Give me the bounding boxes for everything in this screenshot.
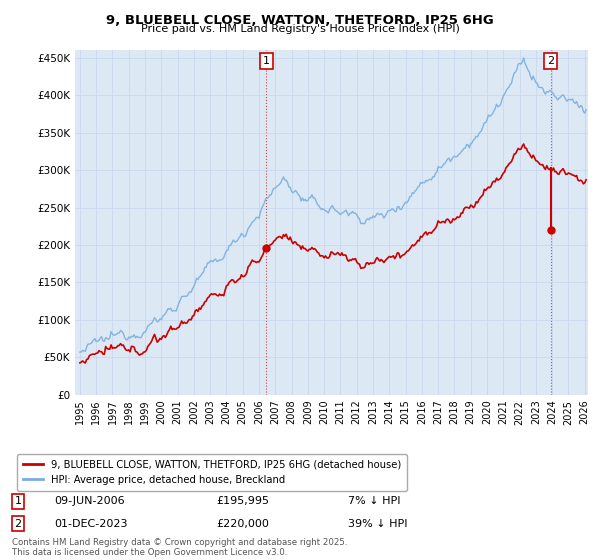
Text: 2: 2	[547, 56, 554, 66]
Text: 7% ↓ HPI: 7% ↓ HPI	[348, 496, 401, 506]
Text: Contains HM Land Registry data © Crown copyright and database right 2025.
This d: Contains HM Land Registry data © Crown c…	[12, 538, 347, 557]
Text: 2: 2	[14, 519, 22, 529]
Text: 9, BLUEBELL CLOSE, WATTON, THETFORD, IP25 6HG: 9, BLUEBELL CLOSE, WATTON, THETFORD, IP2…	[106, 14, 494, 27]
Text: 1: 1	[14, 496, 22, 506]
Legend: 9, BLUEBELL CLOSE, WATTON, THETFORD, IP25 6HG (detached house), HPI: Average pri: 9, BLUEBELL CLOSE, WATTON, THETFORD, IP2…	[17, 454, 407, 491]
Text: 1: 1	[263, 56, 270, 66]
Text: 39% ↓ HPI: 39% ↓ HPI	[348, 519, 407, 529]
Text: £220,000: £220,000	[216, 519, 269, 529]
Text: 01-DEC-2023: 01-DEC-2023	[54, 519, 128, 529]
Text: 09-JUN-2006: 09-JUN-2006	[54, 496, 125, 506]
Text: £195,995: £195,995	[216, 496, 269, 506]
Text: Price paid vs. HM Land Registry's House Price Index (HPI): Price paid vs. HM Land Registry's House …	[140, 24, 460, 34]
